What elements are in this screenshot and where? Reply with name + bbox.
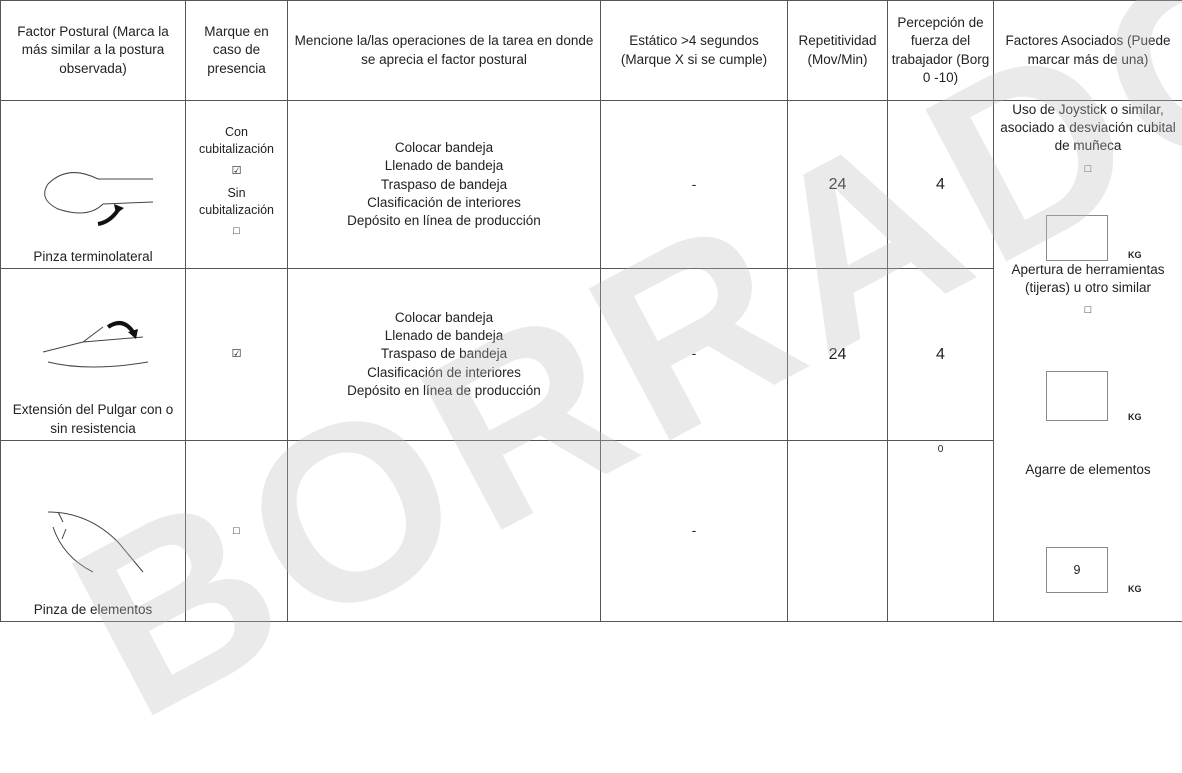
factor-label: Pinza terminolateral bbox=[4, 248, 182, 266]
factor-label: Agarre de elementos bbox=[994, 461, 1182, 479]
operations-cell bbox=[288, 440, 601, 621]
repetitiveness-cell bbox=[788, 440, 888, 621]
unit: KG bbox=[1128, 249, 1142, 261]
header: Factor Postural (Marca la más similar a … bbox=[1, 1, 186, 101]
header: Mencione la/las operaciones de la tarea … bbox=[288, 1, 601, 101]
header: Estático >4 segundos (Marque X si se cum… bbox=[601, 1, 788, 101]
operation: Colocar bandeja bbox=[291, 139, 597, 157]
row: Pinza terminolateral Con cubitalización … bbox=[1, 101, 1182, 269]
operations-cell: Colocar bandeja Llenado de bandeja Trasp… bbox=[288, 101, 601, 269]
factor-cell: Pinza de elementos bbox=[1, 440, 186, 621]
operation: Traspaso de bandeja bbox=[291, 176, 597, 194]
operation: Llenado de bandeja bbox=[291, 327, 597, 345]
factor-label: Pinza de elementos bbox=[4, 601, 182, 619]
factor-label: Uso de Joystick o similar, asociado a de… bbox=[994, 101, 1182, 156]
factor-cell: Extensión del Pulgar con o sin resistenc… bbox=[1, 269, 186, 441]
static-cell: - bbox=[601, 269, 788, 441]
checkbox: □ bbox=[189, 524, 284, 539]
checkbox: □ bbox=[189, 224, 284, 239]
hand-illustration bbox=[28, 497, 158, 587]
presence-cell: ☑ bbox=[186, 269, 288, 441]
operation: Llenado de bandeja bbox=[291, 157, 597, 175]
hand-illustration bbox=[28, 307, 158, 387]
input-box bbox=[1046, 371, 1108, 421]
checkbox: ☑ bbox=[189, 164, 284, 179]
unit: KG bbox=[1128, 583, 1142, 595]
header: Marque en caso de presencia bbox=[186, 1, 288, 101]
factor-cell: Pinza terminolateral bbox=[1, 101, 186, 269]
static-cell: - bbox=[601, 440, 788, 621]
operation: Traspaso de bandeja bbox=[291, 345, 597, 363]
operation: Clasificación de interiores bbox=[291, 194, 597, 212]
checkbox: ☑ bbox=[189, 347, 284, 362]
hand-illustration bbox=[28, 154, 158, 234]
force-cell: 0 bbox=[888, 440, 994, 621]
header: Repetitividad (Mov/Min) bbox=[788, 1, 888, 101]
static-cell: - bbox=[601, 101, 788, 269]
posture-table: Factor Postural (Marca la más similar a … bbox=[0, 0, 1182, 622]
presence-text: Con cubitalización bbox=[189, 124, 284, 158]
repetitiveness-cell: 24 bbox=[788, 101, 888, 269]
header: Percepción de fuerza del trabajador (Bor… bbox=[888, 1, 994, 101]
header: Factores Asociados (Puede marcar más de … bbox=[994, 1, 1182, 101]
factor-label: Apertura de herramientas (tijeras) u otr… bbox=[994, 261, 1182, 297]
operation: Colocar bandeja bbox=[291, 309, 597, 327]
checkbox: □ bbox=[994, 303, 1182, 318]
associated-factor: Agarre de elementos 9 KG bbox=[994, 461, 1182, 621]
unit: KG bbox=[1128, 411, 1142, 423]
factor-label: Extensión del Pulgar con o sin resistenc… bbox=[4, 401, 182, 437]
operation: Clasificación de interiores bbox=[291, 364, 597, 382]
presence-cell: □ bbox=[186, 440, 288, 621]
presence-text: Sin cubitalización bbox=[189, 185, 284, 219]
input-box: 9 bbox=[1046, 547, 1108, 593]
page: Factor Postural (Marca la más similar a … bbox=[0, 0, 1182, 590]
checkbox: □ bbox=[994, 162, 1182, 177]
associated-factors-cell: Uso de Joystick o similar, asociado a de… bbox=[994, 101, 1182, 622]
operations-cell: Colocar bandeja Llenado de bandeja Trasp… bbox=[288, 269, 601, 441]
associated-factor: Apertura de herramientas (tijeras) u otr… bbox=[994, 261, 1182, 421]
operation: Depósito en línea de producción bbox=[291, 382, 597, 400]
associated-factor: Uso de Joystick o similar, asociado a de… bbox=[994, 101, 1182, 261]
presence-cell: Con cubitalización ☑ Sin cubitalización … bbox=[186, 101, 288, 269]
repetitiveness-cell: 24 bbox=[788, 269, 888, 441]
header-row: Factor Postural (Marca la más similar a … bbox=[1, 1, 1182, 101]
operation: Depósito en línea de producción bbox=[291, 212, 597, 230]
input-box bbox=[1046, 215, 1108, 261]
force-cell: 4 bbox=[888, 101, 994, 269]
force-cell: 4 bbox=[888, 269, 994, 441]
